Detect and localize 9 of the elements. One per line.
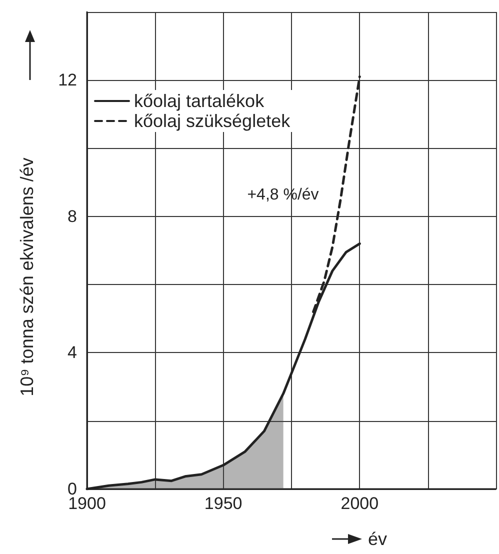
legend-label: kőolaj tartalékok xyxy=(134,91,266,111)
y-tick-label: 8 xyxy=(68,206,77,226)
x-tick-label: 2000 xyxy=(340,494,379,513)
y-tick-label: 4 xyxy=(68,343,77,362)
y-axis-title: 10⁹ tonna szén ekvivalens /év xyxy=(17,158,37,396)
legend-label: kőolaj szükségletek xyxy=(134,111,292,131)
x-axis-title: év xyxy=(368,529,388,549)
x-tick-label: 1950 xyxy=(204,494,242,513)
y-tick-label: 12 xyxy=(58,70,77,90)
